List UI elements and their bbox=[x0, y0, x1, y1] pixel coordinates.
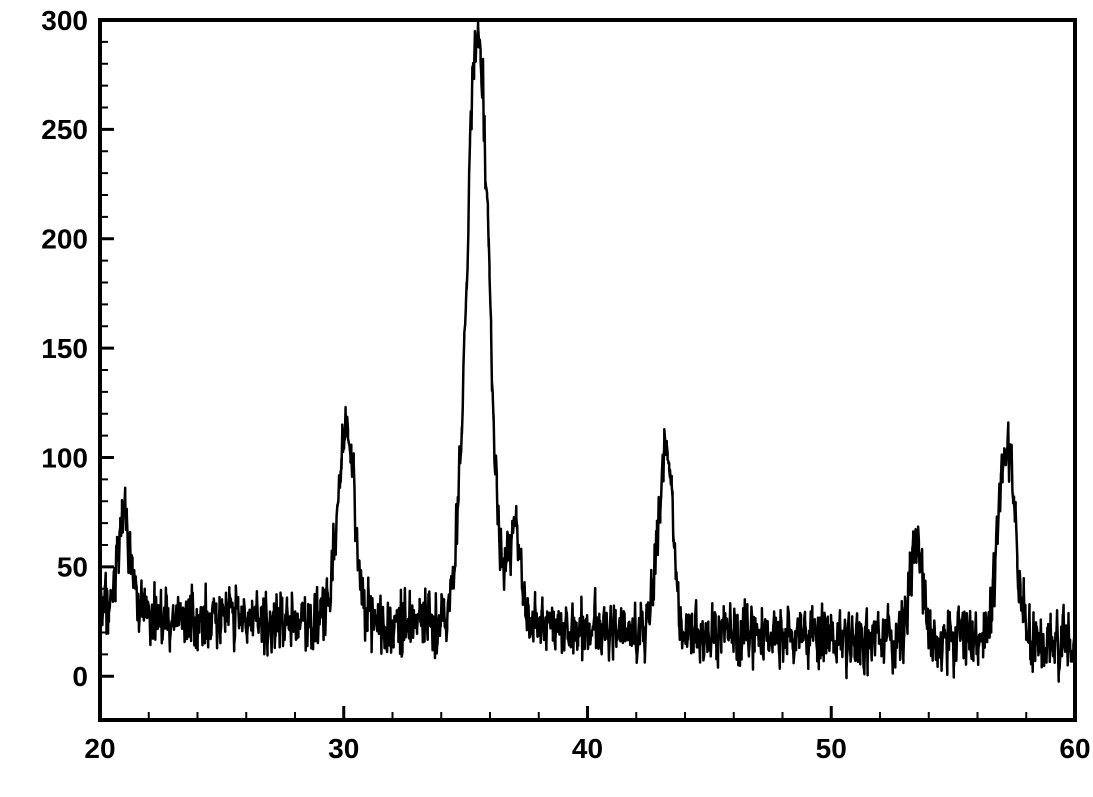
x-tick-label: 30 bbox=[328, 733, 359, 764]
y-tick-label: 300 bbox=[41, 5, 88, 36]
chart-svg: 20 30 40 50 60 0 50 100 150 200 250 300 bbox=[0, 0, 1093, 797]
x-tick-label: 20 bbox=[84, 733, 115, 764]
y-tick-label: 0 bbox=[72, 661, 88, 692]
y-tick-label: 100 bbox=[41, 442, 88, 473]
x-tick-label: 50 bbox=[816, 733, 847, 764]
x-tick-label: 60 bbox=[1059, 733, 1090, 764]
y-tick-label: 150 bbox=[41, 333, 88, 364]
xrd-chart: 20 30 40 50 60 0 50 100 150 200 250 300 bbox=[0, 0, 1093, 797]
x-tick-label: 40 bbox=[572, 733, 603, 764]
y-tick-label: 50 bbox=[57, 552, 88, 583]
y-tick-label: 250 bbox=[41, 114, 88, 145]
y-tick-label: 200 bbox=[41, 224, 88, 255]
